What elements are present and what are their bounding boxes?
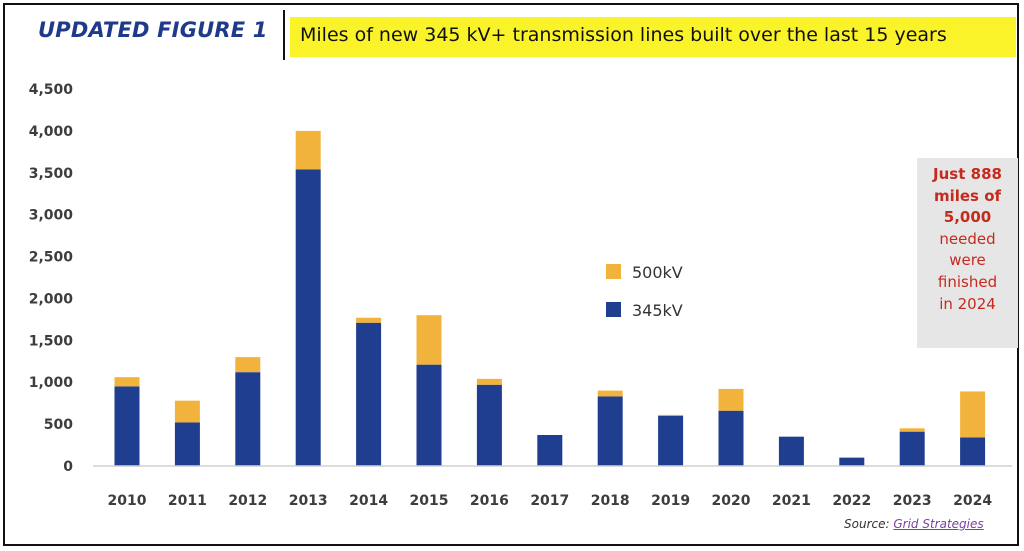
callout-line-5: were (949, 251, 986, 270)
source-link[interactable]: Grid Strategies (893, 517, 984, 531)
legend-swatch (606, 264, 621, 279)
bar-500kv (356, 317, 382, 323)
bar-500kv (174, 400, 200, 423)
bar-345kv (718, 410, 744, 466)
bar-345kv (658, 415, 684, 466)
bar-345kv (235, 372, 261, 466)
callout-line-1: Just 888 (933, 165, 1002, 183)
callout-line-7: in 2024 (939, 294, 996, 313)
bar-500kv (597, 390, 623, 397)
y-tick-label: 3,000 (29, 208, 74, 224)
callout-line-6: finished (937, 272, 998, 291)
bar-500kv (295, 130, 321, 170)
y-tick-label: 1,000 (29, 375, 74, 391)
bar-345kv (537, 435, 563, 466)
callout-line-3: 5,000 (943, 208, 992, 227)
figure-label: UPDATED FIGURE 1 (38, 18, 268, 42)
x-tick-label: 2014 (349, 493, 388, 509)
x-tick-label: 2015 (410, 493, 449, 509)
bar-345kv (416, 364, 442, 466)
bar-345kv (356, 322, 382, 466)
y-tick-label: 2,500 (29, 250, 74, 266)
x-tick-label: 2019 (651, 493, 690, 509)
x-tick-label: 2011 (168, 493, 207, 509)
x-tick-label: 2021 (772, 493, 811, 509)
y-tick-label: 1,500 (29, 333, 74, 349)
callout-line-4: needed (939, 229, 996, 248)
bar-500kv (658, 414, 684, 416)
x-tick-label: 2024 (953, 493, 992, 509)
x-tick-label: 2017 (530, 493, 569, 509)
x-tick-label: 2012 (228, 493, 267, 509)
source-prefix: Source: (844, 517, 890, 531)
x-tick-label: 2023 (893, 493, 932, 509)
x-tick-label: 2018 (591, 493, 630, 509)
bar-500kv (899, 428, 925, 432)
bar-345kv (839, 457, 865, 466)
x-tick-label: 2016 (470, 493, 509, 509)
bar-500kv (476, 378, 502, 385)
bar-500kv (718, 388, 744, 411)
chart-title: Miles of new 345 kV+ transmission lines … (300, 24, 947, 46)
bar-345kv (174, 422, 200, 466)
y-tick-label: 500 (44, 417, 73, 433)
bar-500kv (960, 391, 986, 438)
y-tick-label: 4,000 (29, 124, 74, 140)
bar-500kv (235, 357, 261, 373)
bar-500kv (114, 377, 140, 387)
x-tick-label: 2020 (712, 493, 751, 509)
bar-345kv (295, 169, 321, 466)
figure-frame (3, 3, 1019, 546)
y-tick-label: 4,500 (29, 82, 74, 98)
bar-345kv (597, 396, 623, 466)
title-highlight (290, 17, 1016, 57)
x-tick-label: 2022 (832, 493, 871, 509)
bar-345kv (960, 437, 986, 466)
bar-345kv (899, 431, 925, 466)
y-tick-label: 0 (63, 459, 73, 475)
header-divider (283, 10, 285, 60)
source-note: Source: Grid Strategies (844, 517, 984, 531)
y-tick-label: 2,000 (29, 291, 74, 307)
bar-500kv (416, 315, 442, 365)
y-tick-label: 3,500 (29, 166, 74, 182)
bar-345kv (114, 386, 140, 466)
x-tick-label: 2010 (108, 493, 147, 509)
legend-label: 500kV (632, 263, 683, 282)
callout-line-2: miles of (933, 186, 1002, 205)
legend-label: 345kV (632, 301, 683, 320)
bar-345kv (778, 436, 804, 466)
bar-345kv (476, 384, 502, 466)
x-tick-label: 2013 (289, 493, 328, 509)
legend-swatch (606, 302, 621, 317)
callout-box: Just 888 miles of 5,000 needed were fini… (917, 158, 1018, 348)
